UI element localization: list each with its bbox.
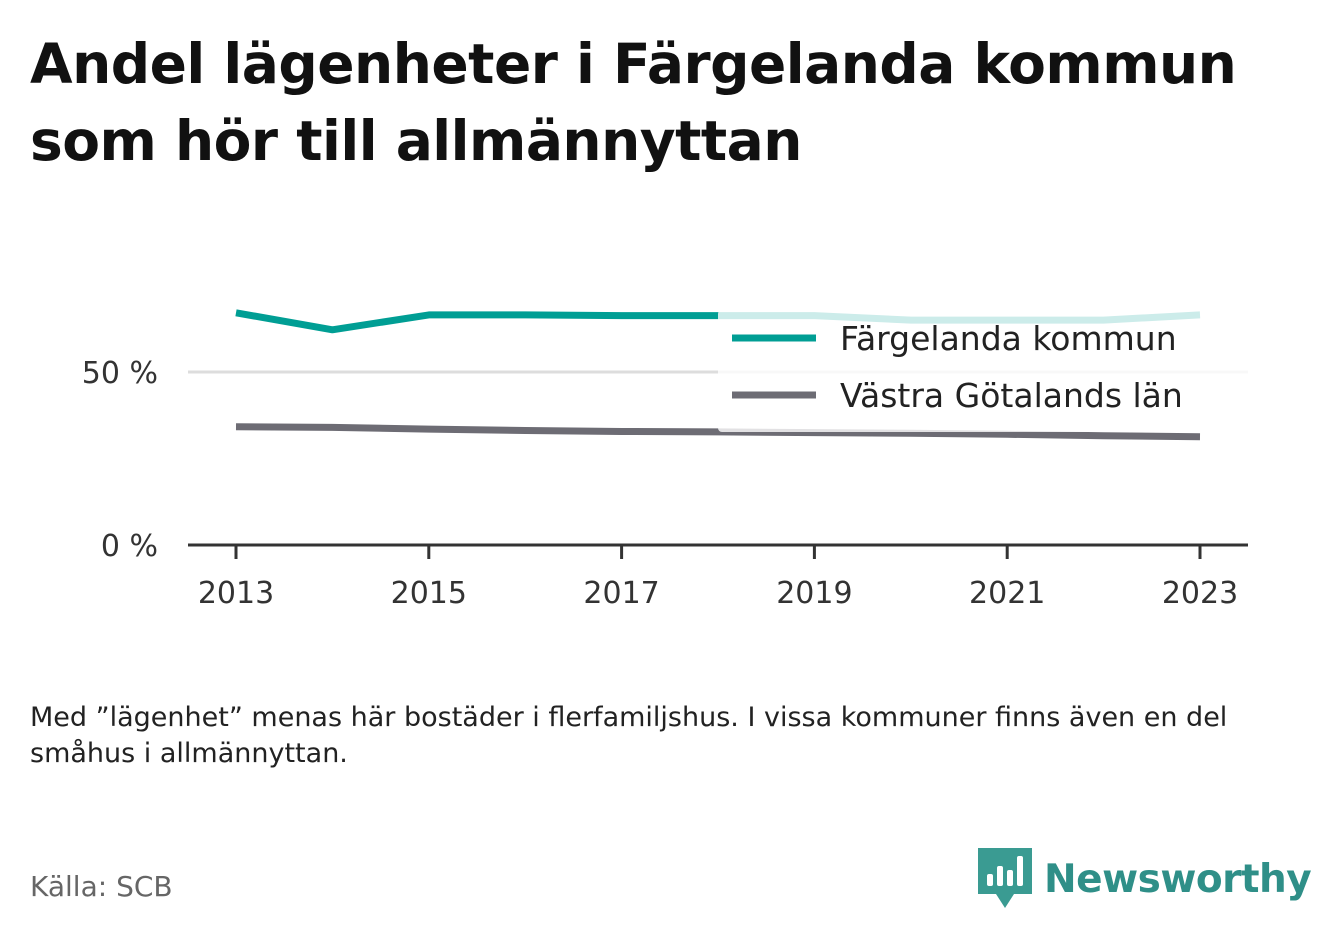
x-tick-label: 2017 bbox=[583, 576, 659, 611]
x-tick-label: 2023 bbox=[1162, 576, 1238, 611]
chart-title: Andel lägenheter i Färgelanda kommun som… bbox=[30, 32, 1237, 173]
x-axis bbox=[188, 543, 1248, 559]
brand-name: Newsworthy bbox=[1044, 856, 1312, 902]
legend-label: Färgelanda kommun bbox=[840, 319, 1177, 358]
y-tick-label: 50 % bbox=[82, 356, 158, 391]
x-tick-label: 2013 bbox=[198, 576, 274, 611]
source-credit: Källa: SCB bbox=[30, 870, 173, 903]
legend-background bbox=[718, 310, 1248, 432]
x-tick-label: 2015 bbox=[391, 576, 467, 611]
newsworthy-logo-icon bbox=[978, 848, 1032, 908]
x-tick-label: 2021 bbox=[969, 576, 1045, 611]
y-tick-label: 0 % bbox=[101, 529, 158, 564]
x-tick-label: 2019 bbox=[776, 576, 852, 611]
legend: Färgelanda kommun Västra Götalands län bbox=[718, 310, 1248, 432]
newsworthy-brand: Newsworthy bbox=[978, 848, 1312, 910]
series-line-v-stra-g-talands-l-n bbox=[235, 423, 1201, 441]
x-axis-tick-labels: 2013 2015 2017 2019 2021 2023 bbox=[198, 576, 1238, 611]
y-axis-tick-labels: 0 % 50 % bbox=[82, 356, 158, 564]
legend-label: Västra Götalands län bbox=[840, 376, 1183, 415]
chart-footnote: Med ”lägenhet” menas här bostäder i fler… bbox=[30, 702, 1228, 769]
